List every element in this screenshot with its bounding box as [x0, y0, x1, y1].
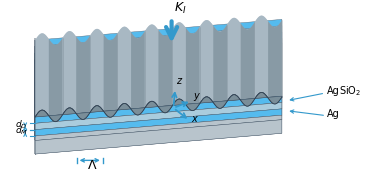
- Polygon shape: [62, 31, 76, 115]
- Polygon shape: [76, 36, 90, 120]
- Polygon shape: [35, 103, 282, 130]
- Text: $x$: $x$: [191, 114, 199, 124]
- Polygon shape: [35, 115, 282, 141]
- Polygon shape: [145, 24, 158, 108]
- Polygon shape: [104, 34, 118, 117]
- Polygon shape: [35, 92, 282, 122]
- Text: $K_I$: $K_I$: [174, 1, 187, 16]
- Polygon shape: [49, 38, 62, 122]
- Polygon shape: [35, 115, 282, 141]
- Polygon shape: [35, 26, 282, 123]
- Polygon shape: [35, 16, 282, 122]
- Polygon shape: [35, 120, 282, 154]
- Polygon shape: [186, 27, 200, 111]
- Polygon shape: [90, 29, 104, 112]
- Polygon shape: [35, 96, 282, 123]
- Polygon shape: [35, 38, 282, 136]
- Polygon shape: [35, 103, 282, 130]
- Polygon shape: [35, 120, 282, 154]
- Text: SiO$_2$: SiO$_2$: [339, 84, 361, 98]
- Text: $y$: $y$: [193, 91, 201, 103]
- Polygon shape: [254, 16, 268, 99]
- Text: $z$: $z$: [176, 76, 183, 87]
- Text: $d_D$: $d_D$: [15, 118, 28, 131]
- Polygon shape: [131, 31, 145, 115]
- Polygon shape: [35, 33, 49, 117]
- Polygon shape: [172, 22, 186, 106]
- Polygon shape: [241, 23, 254, 106]
- Polygon shape: [158, 29, 172, 113]
- Polygon shape: [200, 20, 213, 104]
- Polygon shape: [35, 92, 282, 122]
- Polygon shape: [35, 96, 282, 123]
- Text: Ag: Ag: [327, 86, 340, 96]
- Text: Ag: Ag: [327, 109, 340, 119]
- Polygon shape: [35, 109, 282, 136]
- Text: $\Lambda$: $\Lambda$: [87, 159, 98, 172]
- Polygon shape: [118, 27, 131, 110]
- Polygon shape: [35, 19, 282, 117]
- Text: $d_M$: $d_M$: [15, 125, 28, 137]
- Polygon shape: [35, 32, 282, 130]
- Polygon shape: [35, 109, 282, 136]
- Polygon shape: [227, 18, 241, 101]
- Polygon shape: [35, 43, 282, 141]
- Polygon shape: [268, 20, 282, 104]
- Polygon shape: [213, 25, 227, 108]
